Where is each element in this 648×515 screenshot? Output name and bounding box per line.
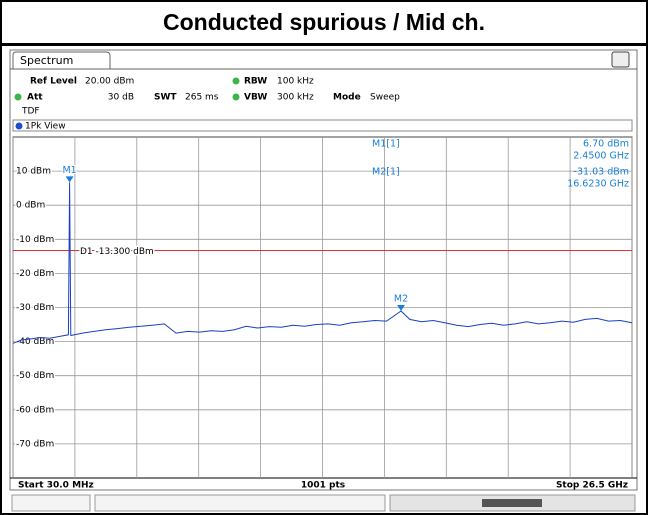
marker-name: M2 [394, 294, 408, 305]
att-label: Att [27, 93, 43, 103]
display-line-label: D1 -13.300 dBm [80, 247, 154, 257]
rbw-label: RBW [244, 77, 267, 87]
plot: 10 dBm 0 dBm -10 dBm -20 dBm -30 dBm -40 dBm -… [12, 137, 633, 478]
mode-label: Mode [333, 93, 361, 103]
x-stop: Stop 26.5 GHz [556, 481, 628, 491]
marker-value: -31.03 dBm [574, 167, 629, 178]
marker-label: M2[1] [372, 167, 400, 178]
title-box [0, 0, 648, 45]
y-tick-label: -20 dBm [16, 269, 54, 279]
points: 1001 pts [301, 481, 345, 491]
status-box [94, 494, 386, 512]
vbw-label: VBW [244, 93, 267, 103]
title: Conducted spurious / Mid ch. [163, 9, 485, 35]
y-tick-label: 10 dBm [16, 167, 51, 177]
status-dot [232, 77, 240, 85]
y-tick-label: -10 dBm [16, 235, 54, 245]
marker-value: 6.70 dBm [583, 139, 629, 150]
marker [397, 305, 406, 312]
progress [482, 499, 542, 507]
ref-level-label: Ref Level [30, 77, 77, 87]
y-tick-label: -40 dBm [16, 337, 54, 347]
x-start: Start 30.0 MHz [18, 481, 94, 491]
screen-frame [9, 49, 638, 491]
tab[interactable] [12, 51, 111, 69]
status-box [11, 494, 91, 512]
tdf: TDF [21, 107, 40, 117]
y-tick-label: -30 dBm [16, 303, 54, 313]
view-label: 1Pk View [25, 122, 66, 132]
y-tick-label: -60 dBm [16, 405, 54, 415]
view-bar [12, 119, 633, 132]
ref-level: 20.00 dBm [85, 77, 134, 87]
trace [12, 182, 633, 344]
vbw: 300 kHz [277, 93, 314, 103]
mode: Sweep [370, 93, 400, 103]
tab-label: Spectrum [20, 54, 73, 67]
swt: 265 ms [185, 93, 219, 103]
marker-x: 2.4500 GHz [573, 151, 629, 162]
y-tick-label: -50 dBm [16, 371, 54, 381]
status-dot [232, 93, 240, 101]
marker-label: M1[1] [372, 139, 400, 150]
view-dot [15, 122, 23, 130]
marker-x: 16.6230 GHz [567, 179, 629, 190]
rbw: 100 kHz [277, 77, 314, 87]
att: 30 dB [108, 93, 134, 103]
y-tick-label: 0 dBm [16, 201, 45, 211]
swt-label: SWT [154, 93, 177, 103]
menu-icon[interactable] [611, 51, 630, 68]
marker [65, 176, 74, 183]
status-dot [14, 93, 22, 101]
y-tick-label: -70 dBm [16, 439, 54, 449]
marker-name: M1 [62, 165, 76, 176]
